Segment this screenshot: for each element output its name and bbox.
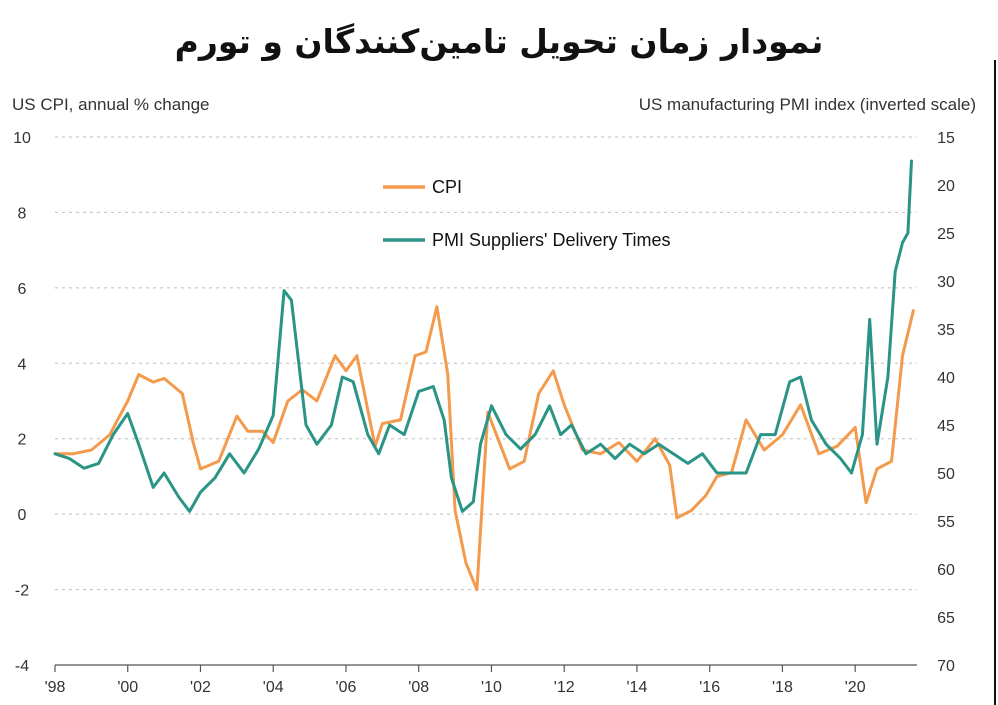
pmi-delivery-times-series-line [53, 159, 913, 513]
x-tick-label: '16 [699, 679, 720, 696]
legend-label: CPI [432, 177, 462, 197]
series-layer [53, 159, 915, 592]
right-tick-label: 65 [937, 610, 955, 627]
right-border-line [994, 60, 996, 705]
x-axis: '98 '00 '02 '04 '06 '08 '10 '12 '14 '16 '18 '20 [45, 664, 917, 696]
x-tick-label: '18 [772, 679, 793, 696]
left-axis-label: US CPI, annual % change [12, 95, 210, 114]
right-axis-ticks: 15 20 25 30 35 40 45 50 55 60 65 70 [937, 130, 955, 675]
x-tick-label: '00 [117, 679, 138, 696]
x-tick-label: '04 [263, 679, 284, 696]
x-tick-label: '02 [190, 679, 211, 696]
left-tick-label: -2 [15, 583, 29, 600]
right-axis-label: US manufacturing PMI index (inverted sca… [638, 95, 976, 114]
left-tick-label: 6 [18, 281, 27, 298]
x-tick-label: '10 [481, 679, 502, 696]
left-tick-label: 10 [13, 130, 31, 147]
x-tick-label: '12 [554, 679, 575, 696]
left-tick-label: 2 [18, 432, 27, 449]
left-tick-label: 4 [18, 356, 27, 373]
right-tick-label: 20 [937, 178, 955, 195]
right-tick-label: 50 [937, 466, 955, 483]
left-tick-label: 8 [18, 205, 27, 222]
right-tick-label: 15 [937, 130, 955, 147]
left-axis-ticks: 10 8 6 4 2 0 -2 -4 [13, 130, 31, 675]
x-tick-label: '14 [627, 679, 648, 696]
right-tick-label: 45 [937, 418, 955, 435]
right-tick-label: 55 [937, 514, 955, 531]
right-tick-label: 30 [937, 274, 955, 291]
right-tick-label: 60 [937, 562, 955, 579]
x-tick-label: '98 [45, 679, 66, 696]
legend-label: PMI Suppliers' Delivery Times [432, 230, 671, 250]
left-tick-label: 0 [18, 507, 27, 524]
left-tick-label: -4 [15, 658, 29, 675]
right-tick-label: 35 [937, 322, 955, 339]
page-title: نمودار زمان تحویل تامین‌کنندگان و تورم [174, 22, 824, 61]
x-tick-label: '20 [845, 679, 866, 696]
right-tick-label: 25 [937, 226, 955, 243]
x-tick-label: '08 [408, 679, 429, 696]
x-tick-label: '06 [336, 679, 357, 696]
right-tick-label: 40 [937, 370, 955, 387]
legend: CPI PMI Suppliers' Delivery Times [383, 177, 671, 250]
right-tick-label: 70 [937, 658, 955, 675]
cpi-series-line [53, 305, 915, 592]
